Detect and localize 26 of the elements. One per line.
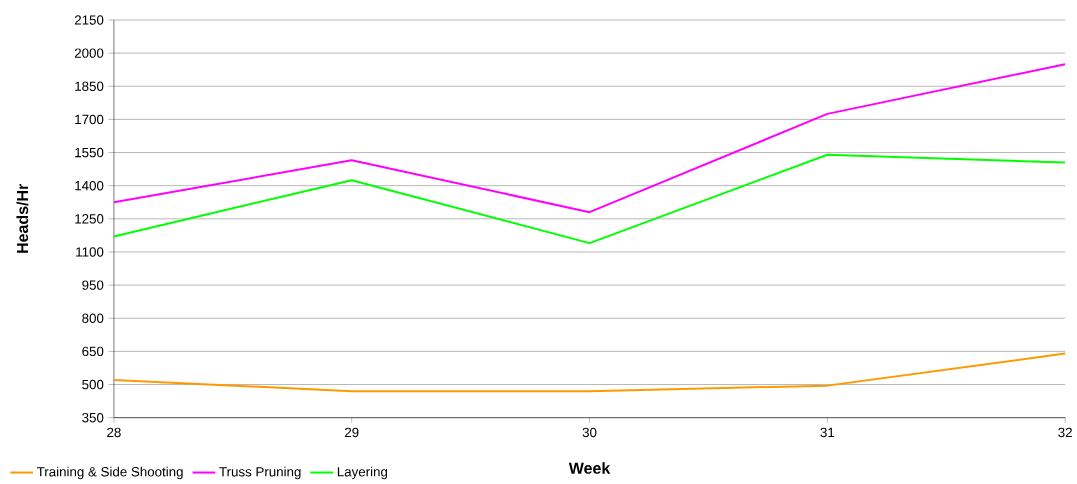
line-series xyxy=(113,153,1066,245)
x-tick-label: 32 xyxy=(1058,427,1072,438)
y-tick-label: 2000 xyxy=(74,48,104,58)
y-tick-label: 1100 xyxy=(76,247,104,257)
x-tick-label: 28 xyxy=(107,427,121,438)
y-tick-label: 350 xyxy=(82,413,104,423)
y-axis-title: Heads/Hr xyxy=(16,184,29,253)
y-tick-label: 1850 xyxy=(75,81,104,92)
y-tick-label: 950 xyxy=(82,280,104,290)
line-series xyxy=(113,352,1066,393)
legend-label: Training & Side Shooting xyxy=(36,466,183,480)
y-tick-label: 1700 xyxy=(75,114,104,125)
y-tick-label: 1550 xyxy=(75,147,104,158)
x-axis-title: Week xyxy=(568,462,611,475)
legend-label: Layering xyxy=(337,466,388,480)
x-tick-label: 30 xyxy=(582,427,597,438)
x-tick-label: 29 xyxy=(344,427,359,438)
y-tick-label: 500 xyxy=(82,379,104,390)
y-tick-label: 1400 xyxy=(75,181,104,191)
y-tick-label: 1250 xyxy=(75,214,104,224)
y-tick-label: 800 xyxy=(82,313,104,324)
y-tick-label: 650 xyxy=(82,346,104,357)
y-tick-label: 2150 xyxy=(74,15,104,25)
legend-label: Truss Pruning xyxy=(219,466,301,480)
x-tick-label: 31 xyxy=(820,427,835,438)
line-series xyxy=(113,63,1066,214)
